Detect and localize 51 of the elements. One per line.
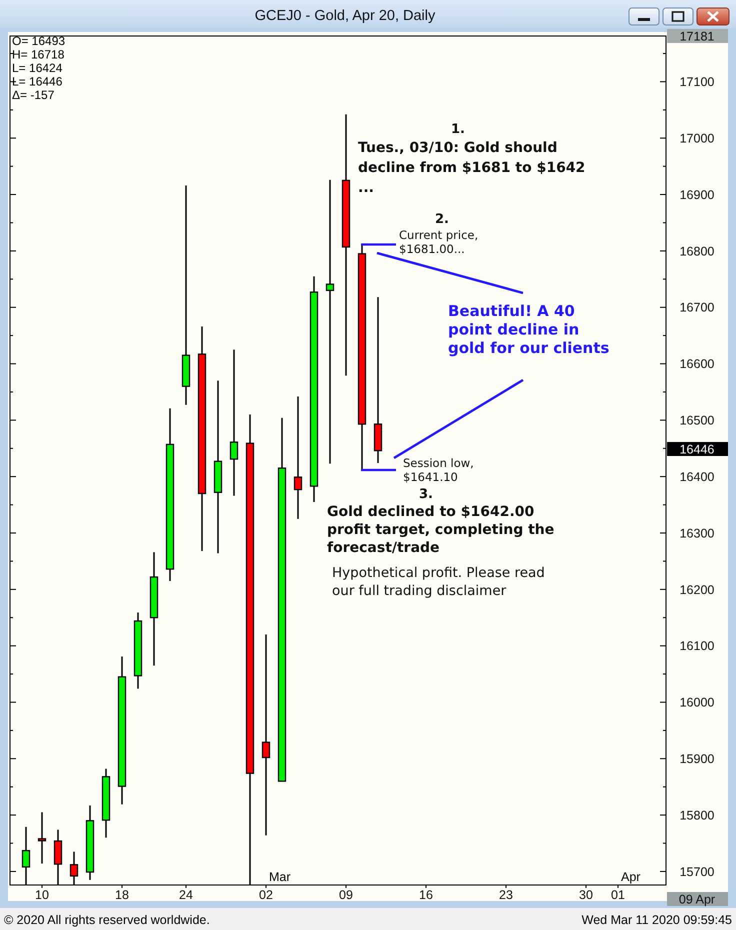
annotation: Gold declined to $1642.00 profit target, completing the forecast/trade: [327, 504, 554, 556]
annotation: Mar: [269, 870, 291, 884]
y-tick-label: 17181: [680, 29, 714, 44]
x-tick-label: 02: [259, 888, 273, 902]
x-tick-label: 24: [179, 888, 193, 902]
annotation: 3.: [419, 487, 433, 502]
y-tick-label: 16300: [680, 526, 714, 540]
x-tick-label: 10: [35, 888, 49, 902]
annotation: O= 16493: [12, 34, 66, 48]
y-tick-label: 16900: [680, 188, 714, 202]
y-tick-label: 15800: [680, 808, 714, 822]
annotation: Current price, $1681.00...: [399, 228, 478, 256]
y-tick-label: 16700: [680, 300, 714, 315]
text: Wed Mar 11 2020 09:59:45: [582, 913, 732, 927]
y-tick-label: 16600: [680, 357, 714, 372]
y-tick-label: 16500: [680, 414, 714, 428]
x-tick-label: 01: [611, 888, 625, 902]
annotation: Hypothetical profit. Please read our full trading disclaimer: [332, 565, 545, 599]
annotation: 2.: [435, 212, 449, 227]
y-tick-label: 17000: [680, 131, 714, 146]
annotation: L= 16446: [12, 74, 63, 88]
y-tick-label: 16400: [680, 470, 714, 484]
x-tick-label: 16: [419, 888, 433, 902]
annotation: Δ= -157: [12, 88, 55, 102]
text: © 2020 All rights reserved worldwide.: [4, 913, 210, 927]
y-tick-label: 16800: [680, 244, 714, 258]
y-tick-label: 16000: [680, 696, 714, 710]
chart-title: GCEJ0 - Gold, Apr 20, Daily: [254, 8, 436, 24]
x-tick-label: 18: [115, 888, 129, 902]
annotation: L= 16424: [12, 61, 63, 75]
annotation: Apr: [621, 870, 640, 884]
annotation: Beautiful! A 40 point decline in gold for our clients: [448, 302, 610, 357]
text: 09 Apr: [678, 892, 716, 906]
candlestick: [326, 179, 334, 464]
annotation: Session low, $1641.10: [403, 456, 474, 484]
text: 16446: [680, 442, 714, 456]
y-tick-label: 15900: [680, 752, 714, 766]
y-tick-label: 16100: [680, 639, 714, 654]
y-tick-label: 17100: [680, 75, 714, 90]
x-tick-label: 30: [579, 888, 593, 902]
y-tick-label: 16200: [680, 582, 714, 597]
annotation: Tues., 03/10: Gold should decline from $1681 to $1642 ...: [358, 140, 586, 196]
y-tick-label: 15700: [680, 864, 714, 879]
x-tick-label: 09: [339, 888, 353, 902]
candlestick: [38, 811, 46, 864]
candlestick: [262, 634, 270, 836]
annotation: 1.: [451, 122, 465, 137]
candlestick: [294, 396, 302, 520]
candlestick: [230, 348, 238, 497]
x-tick-label: 23: [499, 888, 513, 902]
annotation: H= 16718: [12, 48, 65, 62]
